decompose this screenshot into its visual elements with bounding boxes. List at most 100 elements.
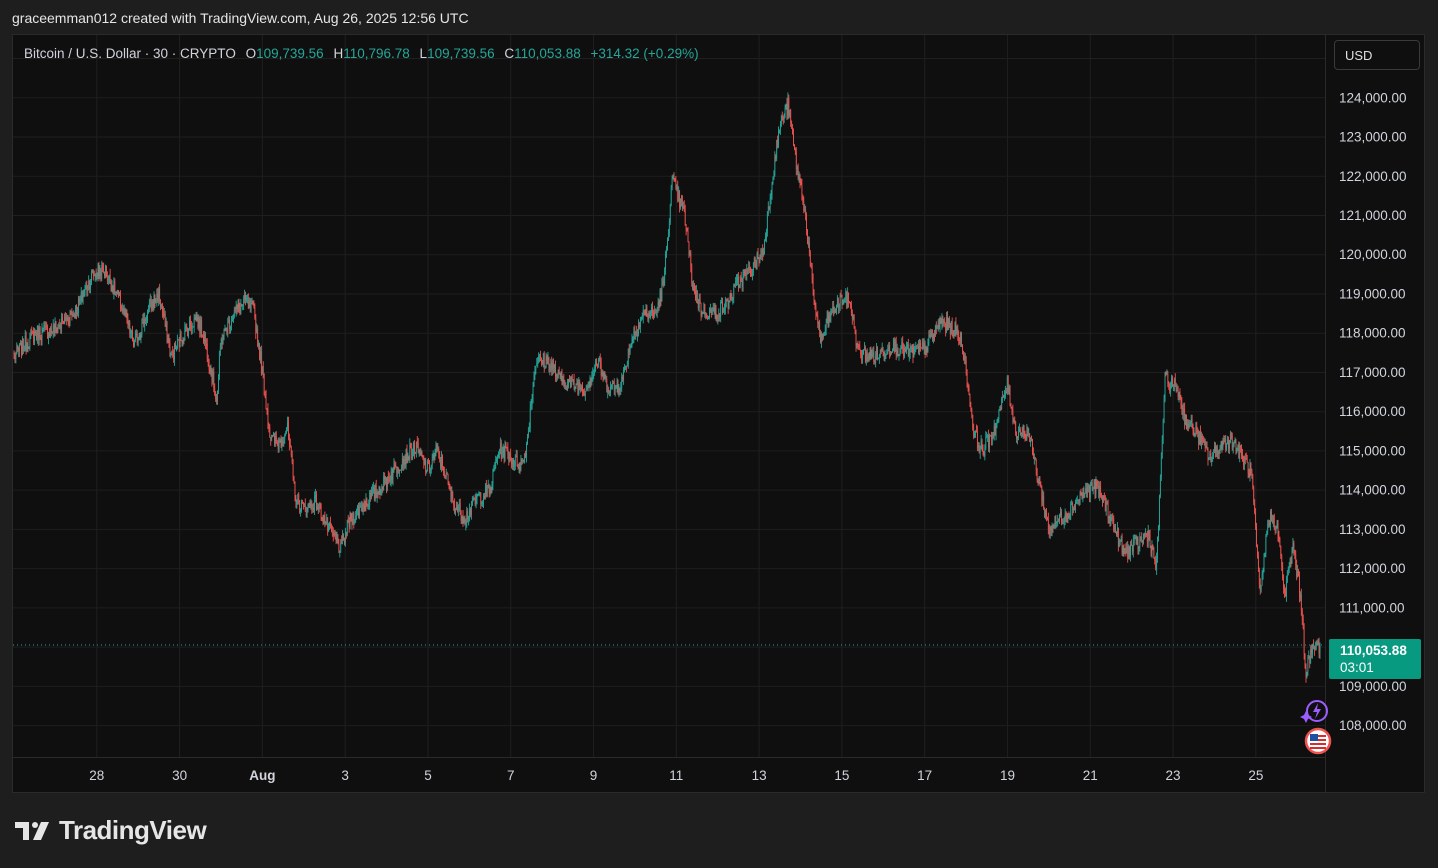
candle-down: [456, 501, 458, 513]
candle-up: [63, 313, 65, 325]
candle-up: [1200, 431, 1202, 450]
currency-button[interactable]: USD: [1334, 40, 1420, 70]
candle-down: [744, 269, 746, 277]
candle-body: [703, 304, 705, 314]
candle-body: [999, 406, 1001, 410]
candle-down: [330, 523, 332, 533]
symbol-name[interactable]: Bitcoin / U.S. Dollar · 30 · CRYPTO: [24, 46, 236, 61]
candle-down: [1052, 524, 1054, 533]
candle-up: [456, 501, 457, 511]
candlestick-chart[interactable]: 125,000.00124,000.00123,000.00122,000.00…: [13, 35, 1424, 792]
candle-body: [1311, 648, 1312, 655]
candle-down: [794, 147, 796, 155]
candle-up: [524, 453, 526, 464]
candle-body: [784, 108, 786, 118]
candle-body: [1221, 441, 1223, 448]
chart-frame[interactable]: 125,000.00124,000.00123,000.00122,000.00…: [12, 34, 1425, 793]
candle-up: [611, 379, 613, 390]
candle-body: [242, 304, 244, 306]
us-flag-event-icon[interactable]: [1304, 727, 1334, 757]
candle-body: [1084, 493, 1086, 497]
candle-body: [851, 312, 853, 319]
candle-up: [101, 260, 103, 282]
time-tick-label: 15: [834, 768, 849, 783]
candle-up: [995, 422, 997, 441]
candle-up: [210, 364, 212, 377]
candle-body: [1257, 556, 1259, 571]
candle-down: [68, 316, 70, 328]
candle-body: [292, 462, 294, 477]
candle-body: [566, 387, 568, 390]
candle-up: [572, 379, 574, 385]
candle-up: [466, 506, 468, 528]
candle-body: [706, 314, 708, 319]
candle-down: [386, 477, 387, 494]
candle-up: [393, 458, 395, 473]
candle-body: [942, 319, 944, 324]
candle-down: [897, 347, 899, 357]
candle-down: [112, 284, 114, 295]
candle-body: [526, 443, 527, 457]
candle-up: [1128, 544, 1130, 560]
candle-down: [249, 298, 251, 313]
candle-body: [780, 116, 782, 124]
candle-body: [856, 343, 858, 346]
candle-up: [711, 307, 713, 316]
candle-body: [1179, 391, 1181, 399]
candle-down: [1309, 655, 1311, 669]
candle-down: [1050, 525, 1052, 537]
candle-body: [770, 195, 772, 199]
candle-down: [1145, 532, 1147, 538]
candle-down: [291, 450, 293, 465]
candle-up: [54, 317, 56, 337]
candle-up: [121, 303, 123, 314]
candle-body: [254, 307, 256, 319]
candle-down: [540, 350, 541, 362]
candle-body: [1094, 479, 1096, 494]
candle-down: [849, 301, 850, 304]
candle-down: [868, 352, 870, 362]
candle-body: [1122, 547, 1124, 554]
candle-body: [1147, 530, 1149, 542]
candles[interactable]: [13, 92, 1321, 683]
candle-down: [749, 261, 751, 274]
candle-up: [111, 280, 113, 293]
candle-down: [1277, 519, 1279, 542]
candle-body: [994, 425, 996, 435]
candle-up: [1126, 541, 1128, 554]
candle-body: [1240, 445, 1242, 448]
candle-body: [626, 364, 628, 367]
candle-up: [665, 250, 667, 275]
candle-up: [135, 329, 137, 338]
candle-down: [873, 346, 875, 365]
candle-body: [99, 270, 101, 276]
candle-up: [954, 321, 956, 337]
candle-body: [430, 465, 432, 471]
candle-up: [826, 310, 828, 324]
candle-body: [588, 386, 590, 388]
candle-up: [123, 304, 125, 316]
candle-down: [582, 382, 583, 397]
candle-up: [632, 336, 634, 344]
candle-body: [825, 323, 827, 331]
candle-down: [1225, 434, 1227, 453]
time-axis[interactable]: 28 30 Aug 3 5 7 9 11 13 15 17 19 21 23 25: [89, 768, 1263, 783]
candle-body: [405, 449, 407, 465]
candle-down: [288, 433, 290, 451]
candle-down: [604, 370, 606, 380]
candle-body: [1186, 415, 1187, 429]
candle-down: [46, 321, 48, 331]
candle-down: [820, 329, 822, 344]
candle-up: [950, 320, 952, 335]
candle-body: [970, 406, 972, 410]
candle-down: [807, 229, 808, 245]
tradingview-brand[interactable]: TradingView: [15, 815, 207, 846]
candle-up: [896, 343, 898, 358]
candle-body: [867, 356, 869, 361]
lightning-event-icon[interactable]: [1300, 697, 1330, 727]
candle-body: [1006, 376, 1008, 394]
candle-body: [509, 453, 511, 462]
candle-down: [814, 299, 816, 310]
candle-down: [33, 327, 35, 346]
price-axis[interactable]: 125,000.00124,000.00123,000.00122,000.00…: [1339, 51, 1407, 733]
